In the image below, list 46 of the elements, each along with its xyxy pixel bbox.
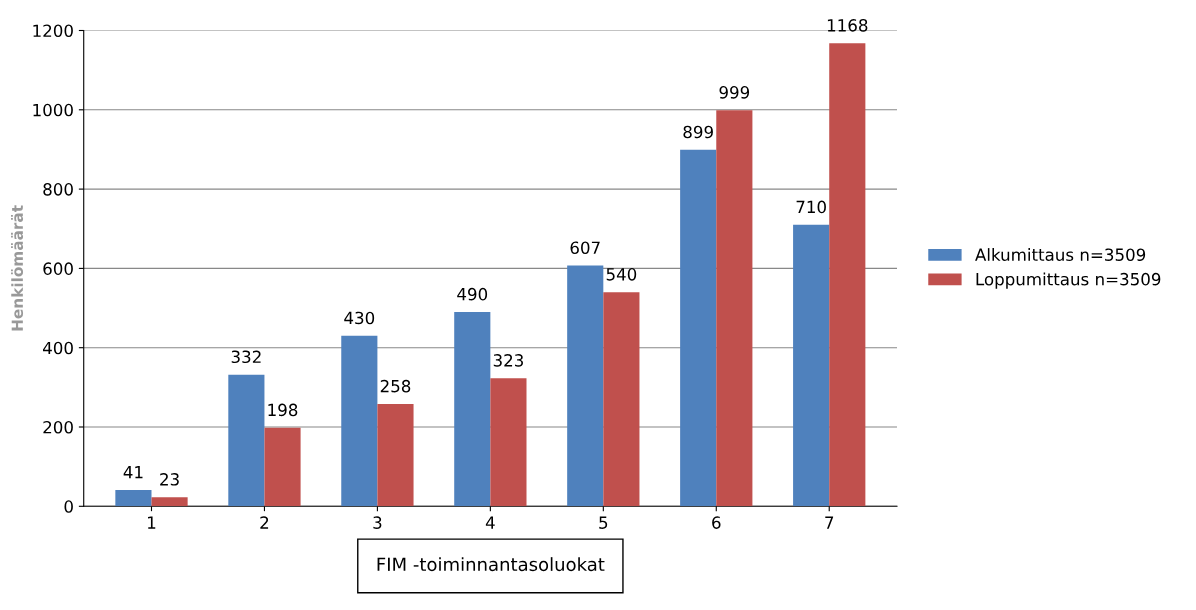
data-label: 540 bbox=[606, 268, 637, 281]
bar bbox=[603, 292, 640, 507]
x-tick-label: 3 bbox=[373, 516, 382, 529]
bar bbox=[264, 427, 301, 507]
bar bbox=[716, 110, 753, 507]
data-label: 899 bbox=[683, 125, 713, 139]
y-axis-title: Henkilömäärät bbox=[11, 205, 24, 331]
y-tick-label: 0 bbox=[64, 500, 73, 513]
x-tick-label: 4 bbox=[485, 516, 495, 529]
data-label: 1168 bbox=[827, 19, 868, 32]
bar bbox=[377, 404, 414, 507]
bar bbox=[115, 490, 152, 507]
y-tick-label: 800 bbox=[43, 183, 73, 196]
data-label: 710 bbox=[796, 200, 826, 214]
legend-label: Alkumittaus n=3509 bbox=[975, 248, 1146, 261]
data-label: 332 bbox=[231, 350, 261, 364]
x-tick-label: 6 bbox=[712, 516, 721, 529]
data-label: 41 bbox=[123, 466, 143, 479]
legend-label: Loppumittaus n=3509 bbox=[976, 272, 1161, 289]
bar bbox=[454, 312, 491, 507]
data-label: 490 bbox=[457, 287, 488, 301]
x-tick-label: 7 bbox=[825, 516, 834, 529]
x-axis-title: FIM -toiminnantasoluokat bbox=[377, 557, 605, 572]
y-tick-label: 600 bbox=[43, 262, 73, 275]
bar bbox=[680, 149, 717, 507]
data-label: 323 bbox=[493, 354, 523, 367]
data-label: 430 bbox=[344, 311, 375, 325]
data-label: 607 bbox=[570, 241, 600, 255]
x-tick-label: 2 bbox=[260, 516, 269, 529]
bar bbox=[793, 224, 830, 507]
bar bbox=[341, 335, 378, 507]
y-tick-label: 1200 bbox=[33, 24, 73, 38]
data-label: 999 bbox=[719, 86, 750, 99]
data-label: 258 bbox=[380, 379, 411, 393]
y-tick-label: 400 bbox=[43, 341, 73, 355]
x-tick-label: 5 bbox=[599, 516, 608, 529]
x-tick-label: 1 bbox=[148, 516, 156, 529]
bar bbox=[228, 374, 265, 507]
y-tick-label: 200 bbox=[43, 420, 73, 434]
bar bbox=[490, 378, 527, 507]
bar bbox=[151, 497, 188, 507]
y-tick-label: 1000 bbox=[33, 103, 73, 117]
bar bbox=[829, 43, 866, 507]
data-label: 198 bbox=[268, 403, 298, 417]
bar bbox=[567, 265, 604, 507]
data-label: 23 bbox=[160, 473, 179, 486]
